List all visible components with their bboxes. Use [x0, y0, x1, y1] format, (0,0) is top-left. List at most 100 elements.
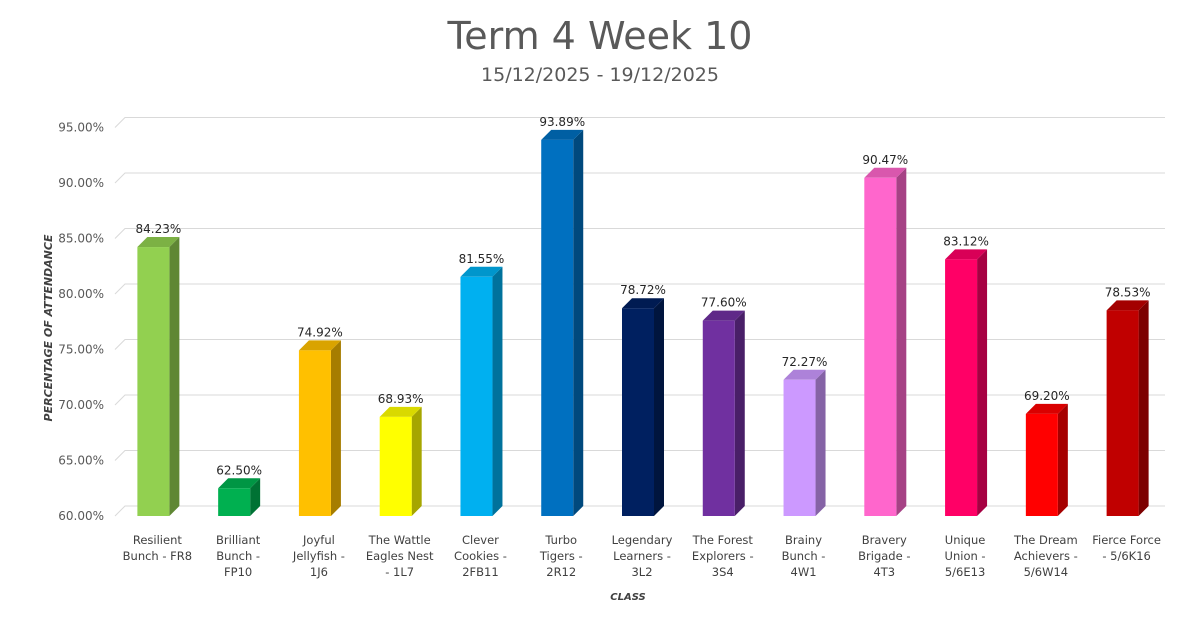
data-label: 81.55%: [459, 252, 505, 266]
bar-side: [977, 249, 988, 517]
gridline: [114, 283, 1165, 295]
data-label: 74.92%: [297, 325, 343, 339]
bar: [137, 237, 180, 516]
bar-top: [945, 249, 988, 260]
bar: [864, 167, 907, 516]
x-tick-label: Legendary Learners -3L2: [612, 533, 673, 579]
gridline: [114, 172, 1165, 184]
x-axis-ticks: Resilient Bunch - FR8 Brilliant Bunch -FP10…: [123, 533, 1161, 579]
data-label: 78.53%: [1105, 285, 1151, 299]
bar-front: [622, 308, 654, 516]
bar-top: [702, 310, 745, 321]
bar-side: [654, 298, 664, 516]
x-tick-label: The Forest Explorers -3S4: [692, 533, 754, 579]
gridline: [114, 117, 1165, 128]
bar-top: [783, 369, 826, 380]
y-tick-label: 80.00%: [58, 287, 104, 301]
bar: [945, 249, 988, 517]
data-label: 78.72%: [620, 283, 666, 297]
bar: [622, 298, 664, 516]
data-label: 77.60%: [701, 296, 747, 310]
data-labels: 84.23% 62.50% 74.92% 68.93% 81.55% 93.89% 78.7…: [136, 115, 1151, 477]
bar: [1025, 403, 1068, 516]
y-tick-label: 90.00%: [58, 176, 104, 190]
data-label: 93.89%: [539, 115, 585, 129]
bar-side: [169, 237, 180, 516]
x-tick-label: The Wattle Eagles Nest - 1L7: [366, 533, 434, 579]
bar: [379, 406, 422, 516]
bar-top: [622, 298, 664, 309]
bar-side: [330, 340, 341, 516]
bar-side: [573, 129, 584, 517]
bar-front: [541, 139, 574, 517]
bar-top: [218, 478, 261, 489]
y-axis-ticks: 60.00% 65.00% 70.00% 75.00% 80.00% 85.00% 90.0…: [58, 121, 104, 524]
x-tick-label: Unique Union -5/6E13: [945, 533, 986, 579]
chart-subtitle: 15/12/2025 - 19/12/2025: [481, 64, 719, 86]
bar-front: [783, 379, 816, 516]
bar-top: [137, 237, 180, 248]
bar-front: [218, 488, 251, 516]
x-tick-label: Brilliant Bunch -FP10: [216, 533, 261, 579]
bars: [137, 129, 1149, 517]
data-label: 84.23%: [136, 222, 182, 236]
x-tick-label: The Dream Achievers -5/6W14: [1013, 533, 1078, 579]
x-tick-label: Brainy Bunch -4W1: [782, 533, 826, 579]
bar: [702, 310, 745, 516]
y-tick-label: 85.00%: [58, 232, 104, 246]
bar: [460, 266, 503, 516]
data-label: 69.20%: [1024, 389, 1070, 403]
bar-side: [815, 369, 826, 516]
bar-front: [702, 320, 735, 516]
bar-top: [1025, 403, 1068, 414]
y-axis-title: PERCENTAGE OF ATTENDANCE: [42, 234, 55, 421]
x-tick-label: Resilient Bunch - FR8: [123, 533, 192, 563]
y-tick-label: 65.00%: [58, 454, 104, 468]
bar-front: [379, 416, 412, 516]
bar-front: [1025, 413, 1058, 516]
bar: [783, 369, 826, 516]
data-label: 68.93%: [378, 392, 424, 406]
x-tick-label: Turbo Tigers -2R12: [539, 533, 583, 579]
data-label: 83.12%: [943, 234, 989, 248]
x-tick-label: Joyful Jellyfish -1J6: [292, 533, 345, 579]
y-tick-label: 75.00%: [58, 343, 104, 357]
bar-top: [1106, 300, 1149, 311]
bar-front: [298, 350, 331, 516]
x-tick-label: Bravery Brigade -4T3: [858, 533, 910, 579]
x-tick-label: Clever Cookies -2FB11: [454, 533, 507, 579]
y-tick-label: 70.00%: [58, 398, 104, 412]
bar-side: [1057, 403, 1068, 516]
bar-front: [864, 177, 897, 516]
chart-title: Term 4 Week 10: [447, 14, 753, 58]
bar-side: [250, 478, 261, 516]
x-tick-label: Fierce Force - 5/6K16: [1092, 533, 1161, 563]
bar-front: [1106, 310, 1139, 516]
x-axis-title: CLASS: [610, 592, 646, 603]
bar-side: [1138, 300, 1149, 516]
bar-side: [492, 266, 503, 516]
bar-top: [541, 129, 584, 140]
bar-top: [864, 167, 907, 178]
bar-front: [460, 276, 493, 516]
bar-side: [411, 406, 422, 516]
bar-side: [896, 167, 907, 516]
bar: [1106, 300, 1149, 516]
gridline: [114, 339, 1165, 350]
bar-side: [734, 310, 745, 516]
bar-front: [945, 259, 978, 516]
data-label: 90.47%: [862, 153, 908, 167]
bar-front: [137, 247, 170, 516]
bar-top: [298, 340, 341, 351]
bar-top: [379, 406, 422, 417]
data-label: 62.50%: [216, 463, 262, 477]
bar: [298, 340, 341, 516]
bar: [541, 129, 584, 517]
data-label: 72.27%: [782, 355, 828, 369]
bar: [218, 478, 261, 516]
y-tick-label: 95.00%: [58, 121, 104, 135]
gridline: [114, 228, 1165, 239]
bar-top: [460, 266, 503, 277]
